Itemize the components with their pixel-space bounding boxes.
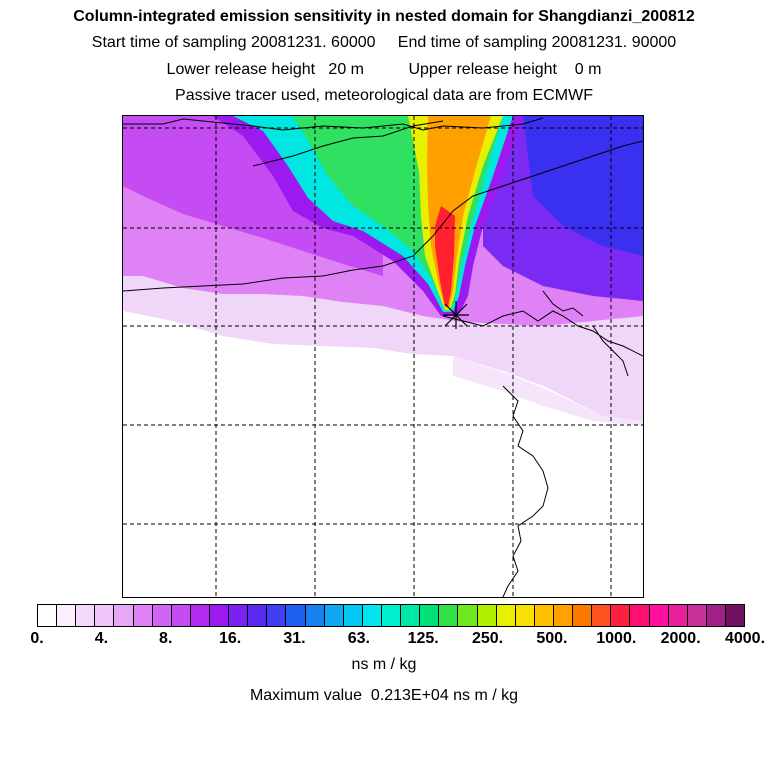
coastlines <box>123 117 643 597</box>
colorbar-cell <box>171 605 191 626</box>
colorbar-tick-label: 250. <box>471 630 504 647</box>
colorbar-cell <box>362 605 382 626</box>
colorbar-cell <box>286 605 306 626</box>
colorbar-cell <box>343 605 363 626</box>
colorbar-tick-label: 16. <box>218 630 242 647</box>
tracer-info-line: Passive tracer used, meteorological data… <box>175 87 593 104</box>
colorbar-cell <box>133 605 153 626</box>
colorbar-tick-label: 500. <box>536 630 568 647</box>
colorbar-cell <box>611 605 631 626</box>
colorbar-cell <box>553 605 574 626</box>
colorbar-tick-label: 2000. <box>660 630 701 647</box>
colorbar-cell <box>267 605 287 626</box>
sensitivity-field-deep-blue <box>523 116 643 256</box>
colorbar-cell <box>668 605 688 626</box>
colorbar-tick-label: 1000. <box>596 630 637 647</box>
release-height-line: Lower release height 20 m Upper release … <box>166 61 602 78</box>
colorbar-cell <box>324 605 344 626</box>
colorbar-cell <box>248 605 268 626</box>
colorbar-cell <box>57 605 77 626</box>
map-svg <box>123 116 643 597</box>
colorbar-cell <box>190 605 210 626</box>
plot-title: Column-integrated emission sensitivity i… <box>73 8 695 25</box>
colorbar-cell <box>687 605 707 626</box>
colorbar-cell <box>630 605 650 626</box>
colorbar-tick-label: 4. <box>94 630 109 647</box>
colorbar-tick-label: 0. <box>30 630 44 647</box>
colorbar-cell <box>229 605 249 626</box>
colorbar-cell <box>649 605 669 626</box>
colorbar-units: ns m / kg <box>351 656 417 673</box>
sampling-time-line: Start time of sampling 20081231. 60000 E… <box>91 34 677 51</box>
colorbar-cell <box>152 605 172 626</box>
colorbar-cell <box>114 605 134 626</box>
colorbar-tick-label: 125. <box>407 630 439 647</box>
colorbar-cell <box>401 605 421 626</box>
grid-lines <box>123 116 643 597</box>
colorbar-tick-label: 31. <box>283 630 306 647</box>
colorbar-cell <box>592 605 612 626</box>
colorbar-cell <box>381 605 402 626</box>
colorbar-cell <box>209 605 230 626</box>
plume-red <box>435 206 455 306</box>
colorbar-cell <box>38 605 58 626</box>
colorbar-cell <box>439 605 459 626</box>
colorbar-cell <box>725 605 745 626</box>
max-value-line: Maximum value 0.213E+04 ns m / kg <box>249 687 519 704</box>
colorbar-tick-label: 8. <box>159 630 173 647</box>
colorbar-cell <box>477 605 497 626</box>
colorbar-cell <box>573 605 593 626</box>
colorbar-cell <box>458 605 478 626</box>
colorbar-cell <box>420 605 440 626</box>
sensitivity-map <box>122 115 644 598</box>
colorbar-cell <box>706 605 726 626</box>
colorbar-cell <box>76 605 96 626</box>
colorbar-tick-label: 63. <box>347 630 370 647</box>
colorbar-cell <box>534 605 554 626</box>
colorbar-tick-label: 4000. <box>724 630 766 647</box>
colorbar-cell <box>95 605 115 626</box>
colorbar <box>37 604 745 627</box>
sensitivity-field-lower <box>453 356 643 426</box>
colorbar-cell <box>496 605 516 626</box>
colorbar-cell <box>515 605 535 626</box>
colorbar-cell <box>305 605 325 626</box>
star-marker <box>443 301 469 329</box>
